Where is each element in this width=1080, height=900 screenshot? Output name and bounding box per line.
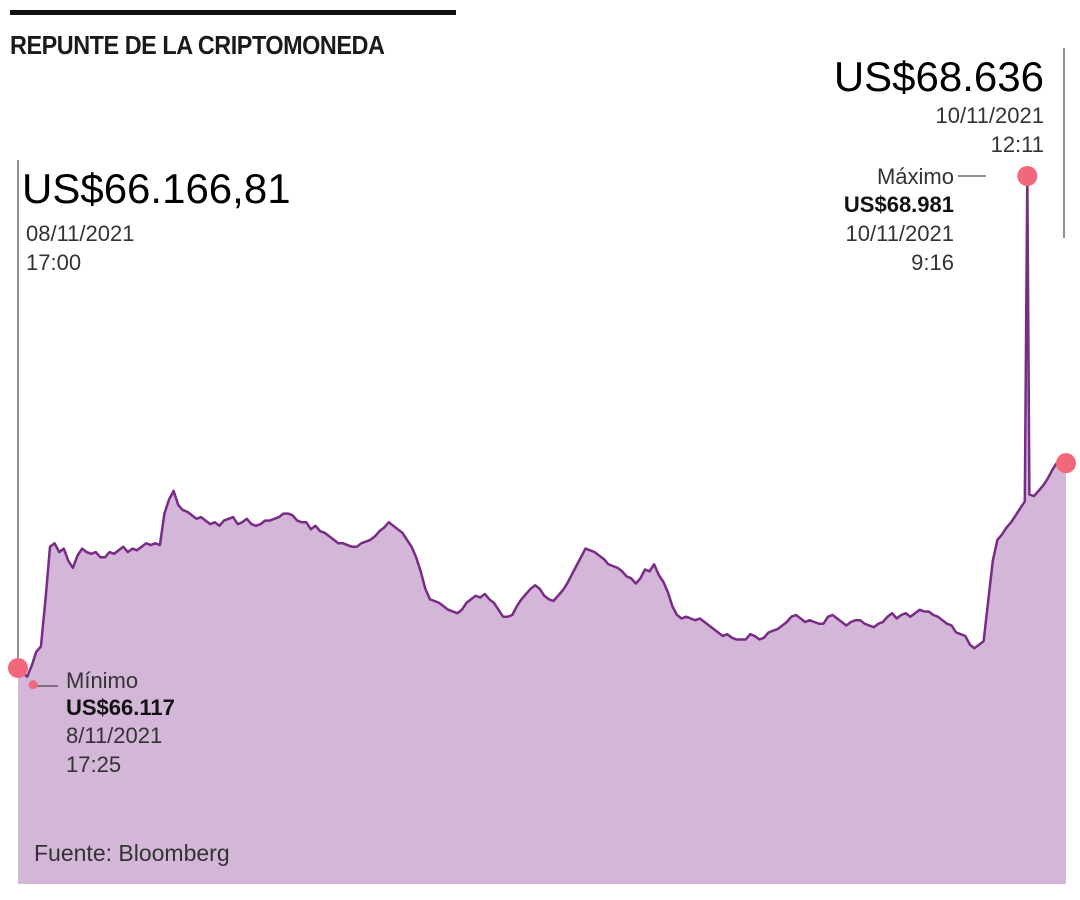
min-date: 8/11/2021 xyxy=(66,723,162,748)
start-price: US$66.166,81 xyxy=(22,165,291,212)
start-time: 17:00 xyxy=(26,250,81,275)
min-marker xyxy=(28,680,38,690)
price-line xyxy=(17,174,1067,678)
min-time: 17:25 xyxy=(66,752,121,777)
max-time: 9:16 xyxy=(911,250,954,275)
price-area xyxy=(18,176,1066,884)
top-rule xyxy=(10,10,456,15)
end-date: 10/11/2021 xyxy=(936,103,1044,128)
max-label: Máximo xyxy=(877,164,954,189)
max-date: 10/11/2021 xyxy=(846,221,954,246)
source-note: Fuente: Bloomberg xyxy=(34,840,230,866)
max-price: US$68.981 xyxy=(844,192,954,217)
min-label: Mínimo xyxy=(66,668,138,693)
chart-title: REPUNTE DE LA CRIPTOMONEDA xyxy=(10,30,385,60)
end-price: US$68.636 xyxy=(834,53,1044,100)
min-price: US$66.117 xyxy=(66,695,175,720)
start-marker xyxy=(8,658,28,678)
end-time: 12:11 xyxy=(991,132,1044,157)
max-marker xyxy=(1017,166,1038,186)
start-date: 08/11/2021 xyxy=(26,221,134,246)
end-marker xyxy=(1056,453,1076,474)
